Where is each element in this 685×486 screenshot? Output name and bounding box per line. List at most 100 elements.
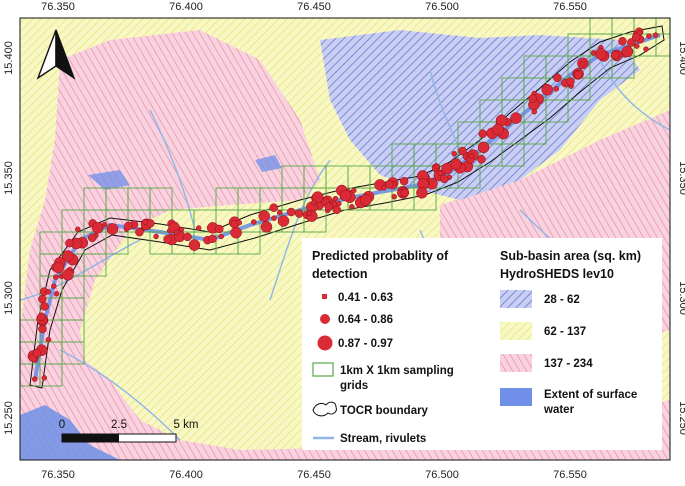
x-tick-label: 76.400 [169,1,203,13]
detection-point [439,174,449,184]
detection-point [45,336,52,343]
detection-point [399,176,409,186]
scale-bar-segment [62,434,119,442]
legend-class-label: 0.41 - 0.63 [338,292,393,304]
x-tick-label: 76.450 [297,1,331,13]
x-tick-label: 76.550 [553,1,587,13]
legend-detection-box [302,238,488,450]
y-tick-label: 15.300 [677,281,685,315]
detection-point [458,146,467,156]
legend-point-small [322,294,327,299]
legend-stream-label: Stream, rivulets [340,433,426,445]
detection-point [236,219,243,226]
legend-subbasin-label: 28 - 62 [544,294,580,306]
y-tick-label: 15.350 [677,161,685,195]
scale-label: 0 [59,419,65,431]
detection-point [611,50,620,60]
detection-point [173,229,180,236]
detection-point [646,33,652,39]
detection-point [62,250,74,262]
detection-point [53,291,60,297]
detection-point [41,375,48,381]
detection-point [477,155,486,164]
legend-class-label: 0.64 - 0.86 [338,314,393,326]
detection-point [106,223,119,235]
detection-point [468,153,475,159]
detection-point [528,94,537,103]
detection-point [332,195,339,202]
subbasin-large-area [20,30,670,460]
legend-subbasin-small-swatch [500,290,532,308]
detection-point [553,86,560,92]
detection-point [478,129,488,138]
legend-point-medium [320,314,330,324]
detection-point [45,289,51,295]
detection-point [510,112,522,124]
legend-class-label: 0.87 - 0.97 [338,338,393,350]
detection-point [32,348,42,358]
surface-water-lower [20,405,120,460]
detection-point [258,210,270,222]
legend-subbasin-large-swatch [500,354,532,372]
detection-point [416,187,428,199]
y-tick-label: 15.400 [3,41,15,75]
legend-detection-title: Predicted probablity of [312,249,449,263]
detection-point [142,219,149,225]
legend-grid-swatch [312,362,334,377]
legend-grid-label-2: grids [340,380,368,392]
scale-label: 5 km [174,419,199,431]
detection-point [52,261,65,274]
detection-point [381,185,387,191]
legend-subbasin-box [488,238,662,450]
scale-bar: 0 2.5 5 km [59,419,199,443]
detection-point [433,163,440,170]
detection-point [580,60,586,67]
detection-point [153,233,159,240]
detection-point [595,48,607,60]
legend-detection: Predicted probablity of detection 0.41 -… [302,238,488,450]
y-tick-label: 15.250 [677,401,685,435]
detection-point [566,77,575,86]
detection-point [652,32,659,38]
detection-point [183,232,192,242]
detection-point [230,226,242,239]
detection-point [306,210,313,217]
x-tick-label: 76.500 [425,1,459,13]
detection-point [53,274,59,280]
x-tick-label: 76.550 [553,469,587,481]
detection-point [62,269,74,281]
detection-point [32,376,38,382]
x-axis-bottom: 76.350 76.400 76.450 76.500 76.550 [41,469,587,481]
legend-subbasin: Sub-basin area (sq. km) HydroSHEDS lev10… [488,238,662,450]
detection-point [451,151,457,157]
detection-point [269,203,279,212]
detection-point [218,233,224,240]
detection-point [65,238,74,248]
legend-boundary-swatch [312,401,337,417]
x-tick-label: 76.400 [169,469,203,481]
detection-point [385,180,394,189]
detection-point [311,199,317,206]
legend-subbasin-title: Sub-basin area (sq. km) [500,249,641,263]
legend-grid-label: 1km X 1km sampling [340,365,454,377]
north-arrow-icon [36,29,76,80]
legend-detection-title-2: detection [312,267,368,281]
detection-point [75,226,81,233]
detection-point [631,32,641,42]
detection-point [37,312,46,322]
y-tick-label: 15.250 [3,401,15,435]
legend-subbasin-mid-swatch [500,322,532,340]
x-tick-label: 76.450 [297,469,331,481]
surface-water-pond-2 [255,155,282,172]
detection-point [360,194,372,206]
detection-point [332,205,342,215]
x-axis-top: 76.350 76.400 76.450 76.500 76.550 [41,1,587,13]
detection-point [643,46,649,52]
detection-point [477,141,490,154]
legend-point-large [317,335,333,351]
detection-point [251,219,257,225]
detection-point [271,215,277,221]
detection-point [40,302,49,311]
legend-subbasin-title-2: HydroSHEDS lev10 [500,267,614,281]
x-tick-label: 76.350 [41,1,75,13]
